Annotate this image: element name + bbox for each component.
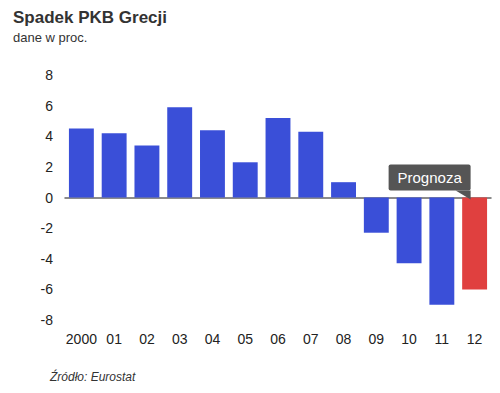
svg-text:10: 10 — [401, 331, 417, 347]
svg-text:11: 11 — [435, 331, 450, 347]
svg-text:07: 07 — [303, 331, 319, 347]
svg-text:02: 02 — [139, 331, 155, 347]
svg-text:8: 8 — [45, 67, 53, 83]
svg-text:dane w proc.: dane w proc. — [13, 30, 87, 45]
svg-text:12: 12 — [467, 331, 483, 347]
svg-text:01: 01 — [106, 331, 122, 347]
svg-text:4: 4 — [45, 128, 53, 144]
svg-text:-2: -2 — [41, 220, 54, 236]
svg-text:2: 2 — [45, 159, 53, 175]
svg-text:03: 03 — [172, 331, 188, 347]
svg-text:05: 05 — [237, 331, 253, 347]
svg-text:Spadek PKB Grecji: Spadek PKB Grecji — [13, 8, 167, 27]
svg-text:04: 04 — [205, 331, 221, 347]
svg-text:Prognoza: Prognoza — [398, 169, 463, 186]
svg-text:0: 0 — [45, 190, 53, 206]
svg-text:6: 6 — [45, 98, 53, 114]
svg-text:Źródło: Eurostat: Źródło: Eurostat — [49, 369, 136, 384]
svg-text:-6: -6 — [41, 281, 54, 297]
svg-text:06: 06 — [270, 331, 286, 347]
svg-text:-8: -8 — [41, 312, 54, 328]
svg-text:2000: 2000 — [66, 331, 97, 347]
svg-text:09: 09 — [369, 331, 385, 347]
svg-text:08: 08 — [336, 331, 352, 347]
svg-text:-4: -4 — [41, 251, 54, 267]
